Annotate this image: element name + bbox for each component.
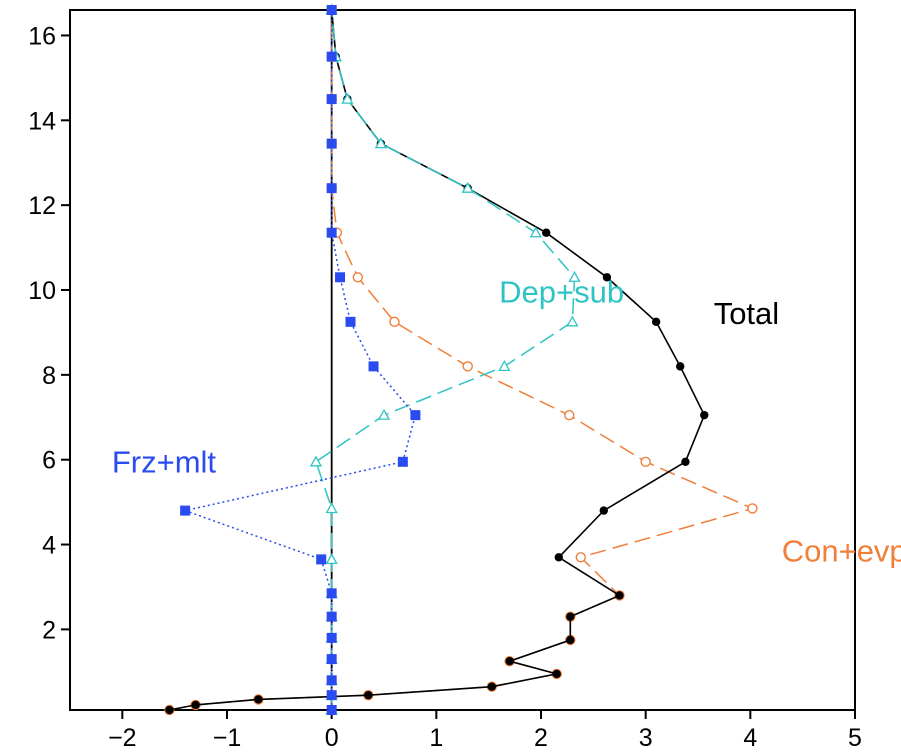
series-dep-sub: Dep+sub [309, 3, 624, 715]
data-point [309, 455, 323, 467]
data-point [326, 588, 337, 599]
data-point [389, 316, 400, 328]
data-point [566, 612, 575, 621]
y-tick-label: 14 [28, 107, 56, 135]
data-point [575, 552, 586, 563]
x-tick-label: 5 [848, 724, 862, 752]
data-point [566, 635, 575, 645]
data-point [747, 503, 758, 514]
series-label-frz-mlt: Frz+mlt [112, 444, 217, 479]
series-label-total: Total [714, 296, 779, 331]
data-point [345, 316, 356, 327]
y-tick-label: 6 [42, 447, 56, 475]
data-point [397, 456, 408, 467]
y-tick-label: 10 [28, 277, 56, 305]
data-point [377, 408, 391, 420]
data-point [529, 226, 542, 238]
data-point [325, 502, 338, 514]
series-line-con-evp [169, 10, 755, 711]
y-tick-label: 8 [42, 362, 56, 390]
data-point [542, 228, 551, 237]
x-tick-label: −2 [108, 724, 137, 752]
data-point [410, 410, 421, 421]
x-tick-label: −1 [213, 724, 242, 752]
data-point [651, 317, 661, 327]
data-point [505, 657, 514, 666]
data-point [681, 457, 690, 467]
data-point [326, 5, 337, 15]
data-point [352, 272, 364, 283]
data-point [191, 700, 200, 710]
x-tick-label: 1 [429, 724, 443, 752]
data-point [462, 361, 473, 372]
series-frz-mlt: Frz+mlt [112, 5, 421, 715]
data-point [326, 675, 337, 686]
y-tick-label: 4 [42, 532, 56, 560]
y-tick-label: 12 [28, 192, 56, 220]
data-point [326, 611, 337, 622]
data-point [487, 682, 497, 691]
data-point [326, 227, 337, 238]
data-point [599, 506, 608, 515]
x-tick-label: 4 [743, 724, 757, 752]
data-point [326, 51, 337, 62]
data-point [254, 695, 263, 704]
data-point [316, 554, 327, 565]
data-point [325, 553, 338, 565]
data-point [374, 137, 387, 149]
data-point [498, 360, 511, 372]
data-point [461, 181, 474, 193]
data-point [364, 690, 373, 700]
y-tick-label: 16 [28, 22, 56, 50]
data-point [615, 591, 624, 600]
data-point [700, 410, 709, 420]
data-point [326, 690, 337, 701]
x-tick-label: 2 [534, 724, 548, 752]
series-total: Total [165, 5, 779, 715]
data-point [335, 272, 346, 283]
data-point [180, 505, 191, 516]
data-point [554, 553, 563, 562]
data-point [326, 705, 337, 715]
data-point [326, 94, 337, 105]
data-point [552, 669, 561, 679]
data-point [368, 361, 379, 372]
data-point [564, 409, 575, 421]
data-point [326, 138, 337, 149]
series-con-evp: Con+evp [164, 4, 901, 716]
data-point [602, 273, 612, 282]
series-line-total [169, 9, 706, 711]
y-tick-label: 2 [42, 616, 56, 644]
data-point [568, 270, 581, 282]
data-point [165, 705, 174, 715]
data-point [676, 362, 685, 371]
data-point [640, 456, 651, 468]
data-point [326, 654, 337, 665]
series-label-con-evp: Con+evp [782, 534, 901, 569]
x-tick-label: 0 [325, 724, 339, 752]
data-point [341, 92, 354, 104]
data-point [326, 183, 337, 194]
series-line-dep-sub [315, 9, 576, 710]
series-line-frz-mlt [182, 10, 417, 710]
data-point [566, 315, 579, 327]
x-tick-label: 3 [639, 724, 653, 752]
series-label-dep-sub: Dep+sub [499, 275, 624, 310]
data-point [326, 632, 337, 643]
plot-frame [69, 9, 856, 711]
